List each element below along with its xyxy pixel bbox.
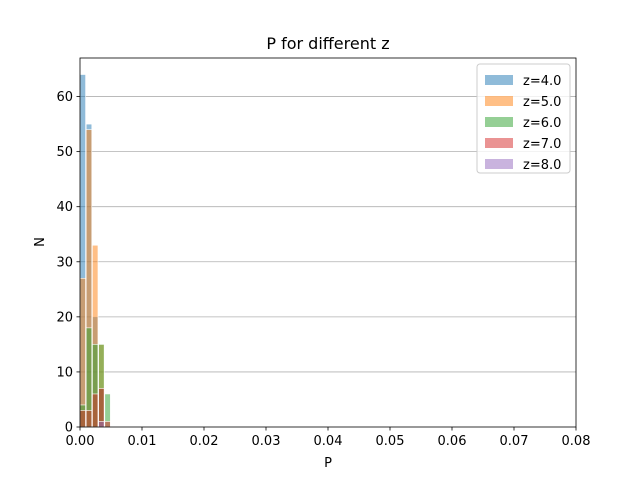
ticks-layer: 0 10 20 30 40 50 60 0.00 0.01 0.02 0.03 0.04 0.05 0.0… <box>56 90 590 449</box>
legend-label: z=5.0 <box>523 95 561 110</box>
legend-swatch <box>485 159 513 169</box>
legend-swatch <box>485 138 513 148</box>
y-tick-label: 60 <box>56 90 73 105</box>
y-tick-label: 40 <box>56 200 73 215</box>
legend-label: z=6.0 <box>523 116 561 131</box>
y-axis-label: N <box>33 237 48 247</box>
x-axis-label: P <box>324 456 332 471</box>
bar-z-7-0 <box>85 410 93 428</box>
bar-z-7-0 <box>79 410 86 428</box>
legend-label: z=7.0 <box>523 137 561 152</box>
bar-z-7-0 <box>104 421 111 428</box>
x-tick-label: 0.07 <box>500 434 529 449</box>
legend-swatch <box>485 96 513 106</box>
bar-z-8-0 <box>98 421 105 428</box>
y-tick-label: 20 <box>56 310 73 325</box>
y-tick-label: 50 <box>56 145 73 160</box>
chart-title: P for different z <box>266 34 389 53</box>
y-tick-label: 30 <box>56 255 73 270</box>
bar-z-7-0 <box>92 393 99 428</box>
x-tick-label: 0.05 <box>376 434 405 449</box>
x-tick-label: 0.08 <box>562 434 591 449</box>
x-tick-label: 0.01 <box>128 434 157 449</box>
legend: z=4.0 z=5.0 z=6.0 z=7.0 z=8.0 <box>476 63 571 174</box>
legend-swatch <box>485 75 513 85</box>
x-tick-label: 0.03 <box>252 434 281 449</box>
y-tick-label: 10 <box>56 365 73 380</box>
x-tick-label: 0.06 <box>438 434 467 449</box>
legend-swatch <box>485 117 513 127</box>
x-tick-label: 0.04 <box>314 434 343 449</box>
legend-label: z=8.0 <box>523 158 561 173</box>
y-tick-label: 0 <box>65 421 73 436</box>
x-tick-label: 0.00 <box>66 434 95 449</box>
legend-label: z=4.0 <box>523 74 561 89</box>
x-tick-label: 0.02 <box>190 434 219 449</box>
